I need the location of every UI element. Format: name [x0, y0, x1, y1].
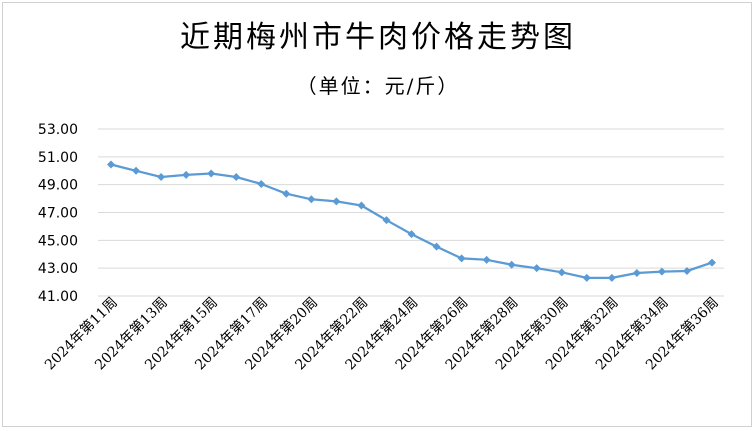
- plot-area: [107, 160, 716, 282]
- data-point: [457, 254, 466, 263]
- data-point: [157, 173, 166, 182]
- data-point: [382, 216, 391, 225]
- data-point: [582, 273, 591, 282]
- data-point: [708, 258, 716, 267]
- data-point: [607, 273, 616, 282]
- data-point: [232, 173, 241, 182]
- y-tick-label: 47.00: [38, 206, 78, 222]
- data-point: [132, 166, 141, 175]
- chart-frame: [2, 2, 752, 427]
- y-tick-label: 43.00: [38, 261, 78, 277]
- data-point: [482, 255, 491, 264]
- data-point: [357, 201, 366, 210]
- data-point: [332, 197, 341, 206]
- data-point: [107, 160, 115, 169]
- data-point: [632, 269, 641, 278]
- gridlines: [98, 128, 724, 297]
- y-tick-label: 41.00: [38, 289, 78, 305]
- y-tick-label: 45.00: [38, 233, 78, 249]
- data-point: [307, 195, 316, 204]
- data-point: [432, 242, 441, 251]
- data-point: [507, 260, 516, 269]
- x-axis: 2024年第11周2024年第13周2024年第15周2024年第17周2024…: [41, 294, 722, 374]
- y-tick-label: 49.00: [38, 178, 78, 194]
- y-tick-label: 53.00: [38, 122, 78, 138]
- data-point: [257, 179, 266, 188]
- data-point: [182, 170, 191, 179]
- series-line: [110, 163, 713, 280]
- y-tick-label: 51.00: [38, 150, 78, 166]
- data-point: [532, 264, 541, 273]
- chart-title: 近期梅州市牛肉价格走势图: [180, 20, 576, 55]
- data-point: [557, 268, 566, 277]
- data-point: [407, 230, 416, 239]
- data-point: [657, 267, 666, 276]
- data-point: [682, 266, 691, 275]
- chart-subtitle: （单位：元/斤）: [296, 74, 460, 98]
- y-axis: 53.00 51.00 49.00 47.00 45.00 43.00 41.00: [38, 122, 78, 305]
- data-point: [207, 169, 216, 178]
- data-point: [282, 189, 291, 198]
